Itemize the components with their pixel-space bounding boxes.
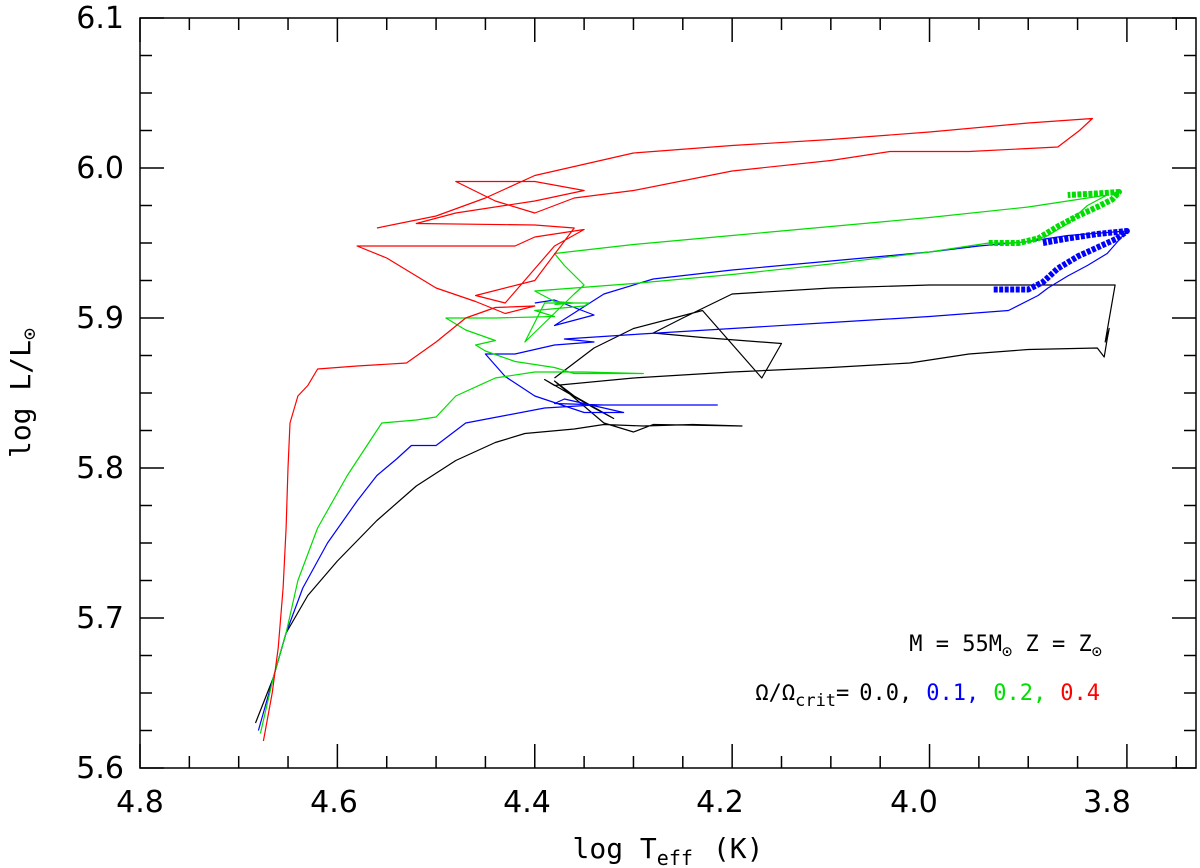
z-annotation-sub: ⊙ <box>1092 642 1102 662</box>
legend-entry-2: 0.2, <box>993 681 1046 706</box>
x-tick-label: 4.2 <box>696 785 744 820</box>
thick-track-0 <box>988 189 1122 246</box>
x-axis-label: log Teff (K) <box>573 832 764 868</box>
mass-annotation: M = 55M⊙ Z = Z⊙ <box>909 632 1102 662</box>
x-tick-label: 4.4 <box>503 785 551 820</box>
x-tick-label: 4.8 <box>116 785 164 820</box>
y-axis-label: log L/L⊙ <box>4 328 41 458</box>
legend-entry-0: 0.0, <box>859 681 912 706</box>
y-tick-label: 6.0 <box>76 151 124 186</box>
y-tick-label: 6.1 <box>76 1 124 36</box>
x-tick-label: 3.8 <box>1083 785 1131 820</box>
mass-annotation-sub: ⊙ <box>1002 642 1012 662</box>
omega-annotation: Ω/Ωcrit= 0.0, 0.1, 0.2, 0.4 <box>755 681 1100 711</box>
x-axis-label-unit: (K) <box>713 832 764 865</box>
legend-entry-1: 0.1, <box>926 681 979 706</box>
track-line-1 <box>257 230 1128 731</box>
axis-ticks <box>139 17 1196 769</box>
omega-label: Ω/Ω <box>755 681 795 706</box>
omega-label-sub: crit <box>795 691 836 711</box>
mass-annotation-text: M = 55M <box>909 632 1002 657</box>
x-axis-label-sub: eff <box>657 846 693 868</box>
x-tick-label: 4.6 <box>310 785 358 820</box>
x-tick-label: 4.0 <box>890 785 938 820</box>
y-tick-label: 5.6 <box>76 751 124 786</box>
track-line-0 <box>254 284 1116 724</box>
thick-track-1 <box>993 228 1130 293</box>
x-axis-label-main: log T <box>573 832 657 865</box>
y-tick-label: 5.9 <box>76 301 124 336</box>
y-axis-label-sub: ⊙ <box>17 328 41 340</box>
z-annotation-text: Z = Z <box>1012 632 1091 657</box>
thick-series-group <box>988 189 1130 293</box>
y-axis-label-main: log L/L <box>4 340 37 458</box>
y-tick-label: 5.7 <box>76 601 124 636</box>
legend-entry-3: 0.4 <box>1060 681 1100 706</box>
omega-label-eq: = <box>836 681 849 706</box>
y-tick-label: 5.8 <box>76 451 124 486</box>
track-line-3 <box>262 117 1094 742</box>
